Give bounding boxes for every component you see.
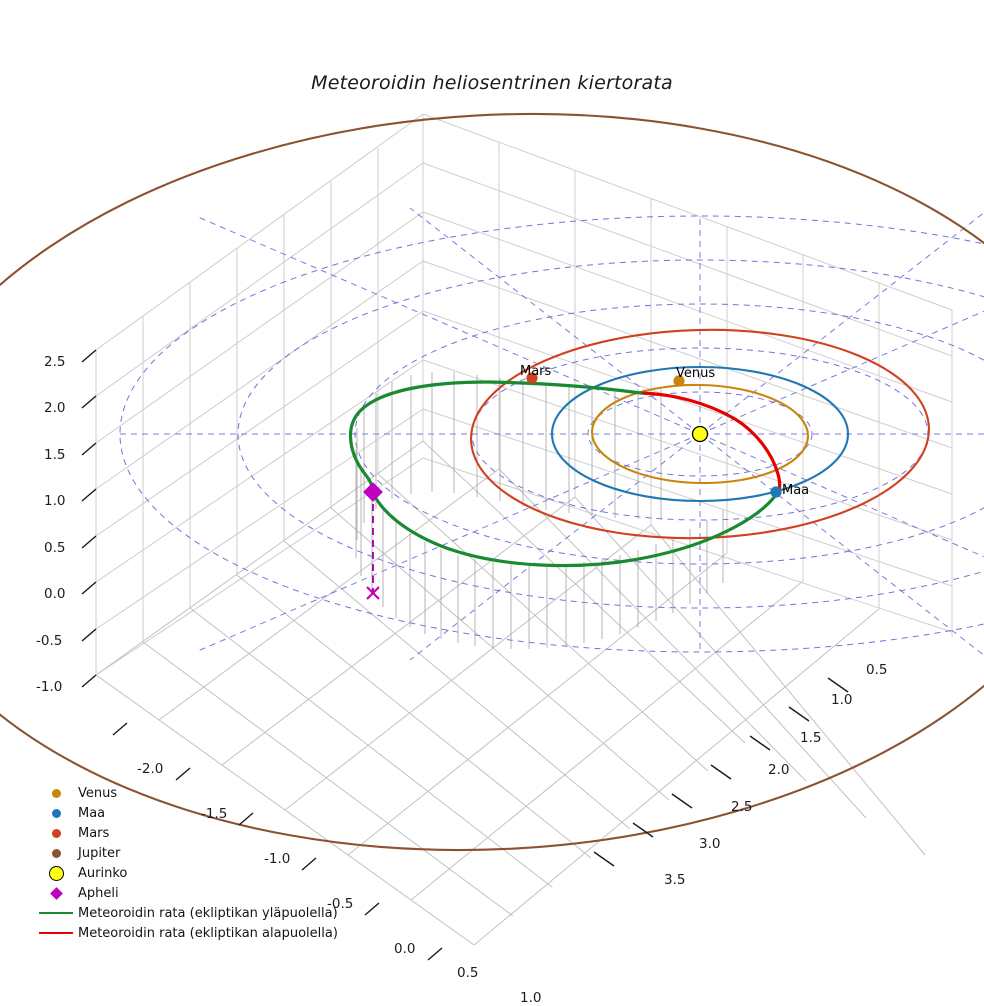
y-tick-label: 2.0	[768, 762, 790, 778]
legend-item-venus[interactable]: Venus	[34, 783, 364, 803]
legend-item-apheli[interactable]: Apheli	[34, 883, 364, 903]
z-tick-label: 1.5	[44, 447, 66, 463]
aphelion-projection-marker	[366, 586, 380, 600]
legend-label: Meteoroidin rata (ekliptikan alapuolella…	[78, 925, 338, 941]
pane-xy-floor	[95, 440, 926, 946]
figure-canvas: Meteoroidin heliosentrinen kiertorata 2.…	[0, 72, 984, 1006]
maa-orbit	[550, 365, 850, 503]
z-tick-label: -1.0	[36, 679, 63, 695]
x-tick-label: -0.5	[327, 896, 354, 912]
venus-marker	[673, 375, 685, 387]
mars-circle-icon	[34, 828, 78, 838]
x-tick-label: 0.5	[457, 965, 479, 981]
venus-circle-icon	[34, 788, 78, 798]
z-tick-label: 1.0	[44, 493, 66, 509]
legend-item-track-above[interactable]: Meteoroidin rata (ekliptikan yläpuolella…	[34, 903, 364, 923]
legend-label: Jupiter	[78, 845, 121, 861]
z-tick-label: 0.5	[44, 540, 66, 556]
legend-item-maa[interactable]: Maa	[34, 803, 364, 823]
diamond-icon	[34, 886, 78, 900]
venus-orbit	[590, 383, 810, 485]
pane-yz-wall	[422, 113, 953, 637]
maa-marker	[770, 486, 782, 498]
meteoroid-track-below	[639, 391, 782, 494]
legend-item-jupiter[interactable]: Jupiter	[34, 843, 364, 863]
y-tick-label: 2.5	[731, 799, 753, 815]
legend-label: Maa	[78, 805, 106, 821]
mars-marker	[526, 372, 538, 384]
sun-icon	[34, 865, 78, 881]
orbit-plot-svg	[0, 112, 984, 961]
pane-xz-wall	[95, 113, 424, 676]
legend-label: Mars	[78, 825, 110, 841]
legend-label: Aurinko	[78, 865, 128, 881]
y-tick-label: 1.5	[800, 730, 822, 746]
x-tick-label: 0.0	[394, 941, 416, 957]
green-line-icon	[34, 912, 78, 914]
jupiter-orbit	[0, 112, 984, 852]
legend-label: Venus	[78, 785, 118, 801]
z-tick-label: 2.5	[44, 354, 66, 370]
z-tick-label: 2.0	[44, 400, 66, 416]
chart-title: Meteoroidin heliosentrinen kiertorata	[311, 72, 673, 94]
red-line-icon	[34, 932, 78, 934]
x-tick-label: 1.0	[520, 990, 542, 1006]
legend-label: Meteoroidin rata (ekliptikan yläpuolella…	[78, 905, 338, 921]
aphelion-marker	[363, 482, 383, 502]
legend: Venus Maa Mars Jupiter Aurinko	[34, 783, 364, 943]
z-axis-ticks	[81, 349, 97, 688]
legend-label: Apheli	[78, 885, 119, 901]
maa-label: Maa	[782, 483, 810, 498]
legend-item-track-below[interactable]: Meteoroidin rata (ekliptikan alapuolella…	[34, 923, 364, 943]
ecliptic-guide-spokes	[120, 207, 984, 661]
y-tick-label: 3.0	[699, 836, 721, 852]
y-tick-label: 3.5	[664, 872, 686, 888]
x-tick-label: -1.0	[264, 851, 291, 867]
stem-lines	[355, 372, 724, 649]
x-axis-ticks	[112, 722, 443, 961]
maa-circle-icon	[34, 808, 78, 818]
legend-item-mars[interactable]: Mars	[34, 823, 364, 843]
legend-item-aurinko[interactable]: Aurinko	[34, 863, 364, 883]
venus-label: Venus	[676, 366, 716, 381]
jupiter-circle-icon	[34, 848, 78, 858]
axes-panes	[95, 113, 953, 946]
aurinko-marker	[691, 425, 709, 443]
y-axis-ticks	[593, 677, 849, 867]
y-tick-label: 1.0	[831, 692, 853, 708]
mars-label: Mars	[520, 364, 552, 379]
x-tick-label: -1.5	[201, 806, 228, 822]
x-tick-label: -2.0	[137, 761, 164, 777]
z-tick-label: -0.5	[36, 633, 63, 649]
z-tick-label: 0.0	[44, 586, 66, 602]
y-tick-label: 0.5	[866, 662, 888, 678]
mars-orbit	[470, 328, 930, 540]
